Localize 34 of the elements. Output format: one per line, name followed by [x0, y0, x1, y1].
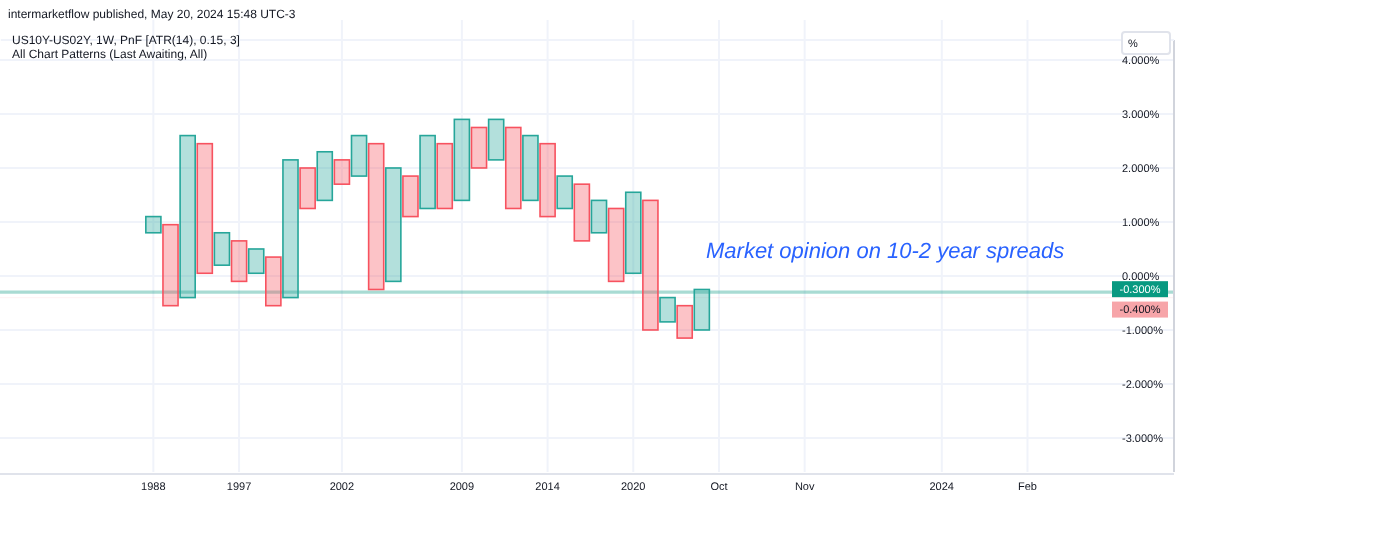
- bar: [659, 296, 676, 323]
- bar: [316, 150, 334, 202]
- bar: [419, 134, 436, 210]
- bar: [350, 134, 368, 177]
- bar: [213, 231, 231, 266]
- bar: [299, 167, 316, 210]
- bar: [402, 175, 419, 218]
- bar: [196, 142, 214, 275]
- bar: [453, 118, 471, 202]
- bar: [642, 199, 659, 331]
- bar: [265, 256, 282, 307]
- bar: [607, 207, 625, 283]
- bar: [556, 175, 574, 210]
- bar: [624, 191, 642, 275]
- bar: [162, 223, 179, 307]
- bar: [676, 304, 694, 339]
- bar: [145, 215, 162, 234]
- bar: [590, 199, 608, 234]
- bar: [367, 142, 385, 291]
- annotation: Market opinion on 10-2 year spreads: [706, 240, 1066, 264]
- bar: [282, 159, 299, 299]
- bar: [522, 134, 539, 202]
- bar: [539, 142, 556, 218]
- bar: [436, 142, 454, 210]
- bar: [230, 240, 248, 283]
- bar: [247, 248, 265, 275]
- bar: [693, 288, 711, 331]
- bar: [504, 126, 522, 210]
- bar: [333, 159, 351, 185]
- bar: [487, 118, 505, 161]
- bar: [179, 134, 196, 299]
- bar: [470, 126, 488, 169]
- bar: [573, 183, 591, 242]
- bar: [384, 167, 402, 283]
